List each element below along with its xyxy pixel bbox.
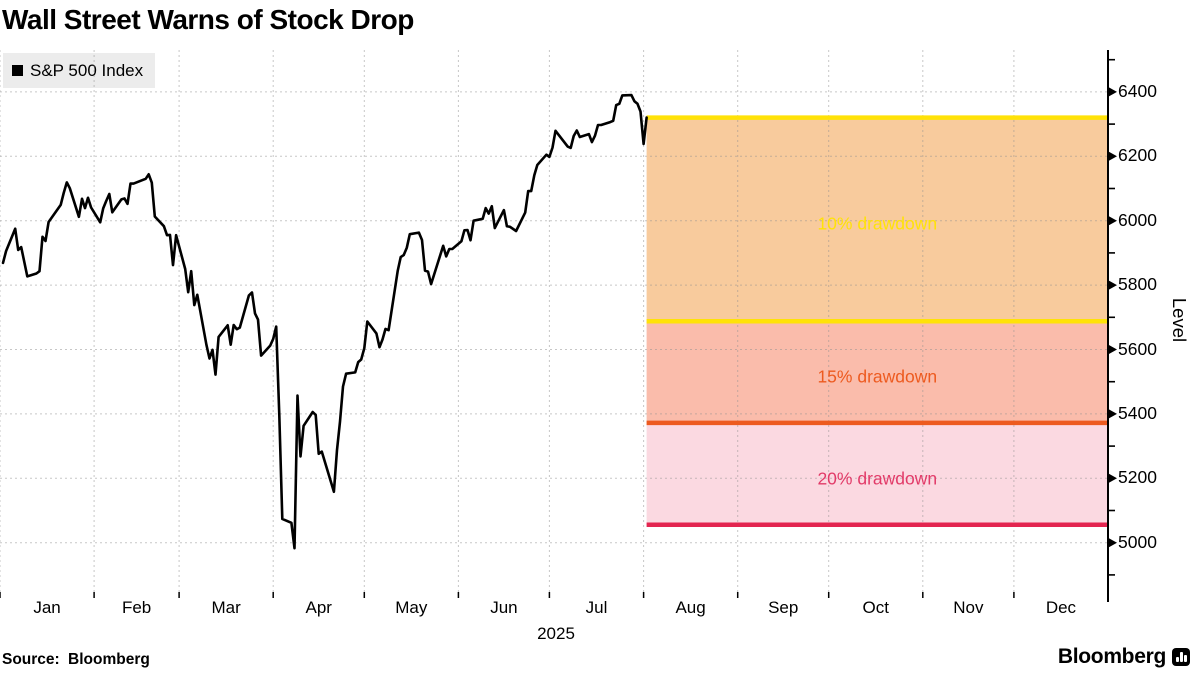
y-axis-title: Level	[1169, 297, 1190, 343]
y-major-tick	[1108, 537, 1117, 548]
y-axis-tick-label: 6000	[1118, 209, 1157, 230]
sp500-line	[1, 93, 648, 550]
legend-item-sp500[interactable]: S&P 500 Index	[3, 53, 156, 88]
drawdown-label: 15% drawdown	[817, 366, 938, 387]
drawdown-band	[646, 422, 1108, 525]
x-axis-year-label: 2025	[537, 624, 575, 643]
legend-label: S&P 500 Index	[30, 60, 144, 80]
x-axis-month-label: Mar	[211, 598, 241, 617]
y-axis-tick-label: 6200	[1118, 145, 1157, 166]
x-axis-month-label: Oct	[862, 598, 889, 617]
y-major-tick	[1108, 408, 1117, 419]
x-axis-month-label: Jan	[33, 598, 61, 617]
y-axis-tick-label: 6400	[1118, 80, 1157, 101]
bar-chart-icon	[1172, 648, 1190, 666]
drawdown-label: 20% drawdown	[817, 468, 938, 489]
x-axis-month-label: Nov	[953, 598, 984, 617]
x-axis-month-label: Sep	[768, 598, 799, 617]
drawdown-band	[646, 117, 1108, 322]
x-axis-month-label: Apr	[305, 598, 332, 617]
y-major-tick	[1108, 344, 1117, 355]
x-axis-month-label: May	[395, 598, 428, 617]
y-axis-tick-label: 5600	[1118, 338, 1157, 359]
bloomberg-logo: Bloomberg	[1058, 645, 1190, 669]
y-axis-tick-label: 5000	[1118, 531, 1157, 552]
x-axis-month-label: Jul	[585, 598, 608, 617]
y-major-tick	[1108, 280, 1117, 291]
y-major-tick	[1108, 151, 1117, 162]
y-axis-tick-label: 5800	[1118, 274, 1157, 295]
bloomberg-logo-text: Bloomberg	[1057, 645, 1166, 668]
source-note: Source: Bloomberg	[2, 651, 150, 668]
chart-title: Wall Street Warns of Stock Drop	[2, 4, 414, 35]
x-axis-month-label: Aug	[675, 598, 706, 617]
legend-swatch-icon	[12, 65, 23, 76]
x-axis-month-label: Jun	[490, 598, 518, 617]
x-axis-month-label: Dec	[1045, 598, 1077, 617]
drawdown-band	[646, 321, 1108, 423]
y-major-tick	[1108, 473, 1117, 484]
y-major-tick	[1108, 215, 1117, 226]
y-major-tick	[1108, 86, 1117, 97]
x-axis-month-label: Feb	[121, 598, 152, 617]
y-axis-tick-label: 5200	[1118, 467, 1157, 488]
drawdown-label: 10% drawdown	[817, 213, 938, 234]
y-axis-tick-label: 5400	[1118, 402, 1157, 423]
